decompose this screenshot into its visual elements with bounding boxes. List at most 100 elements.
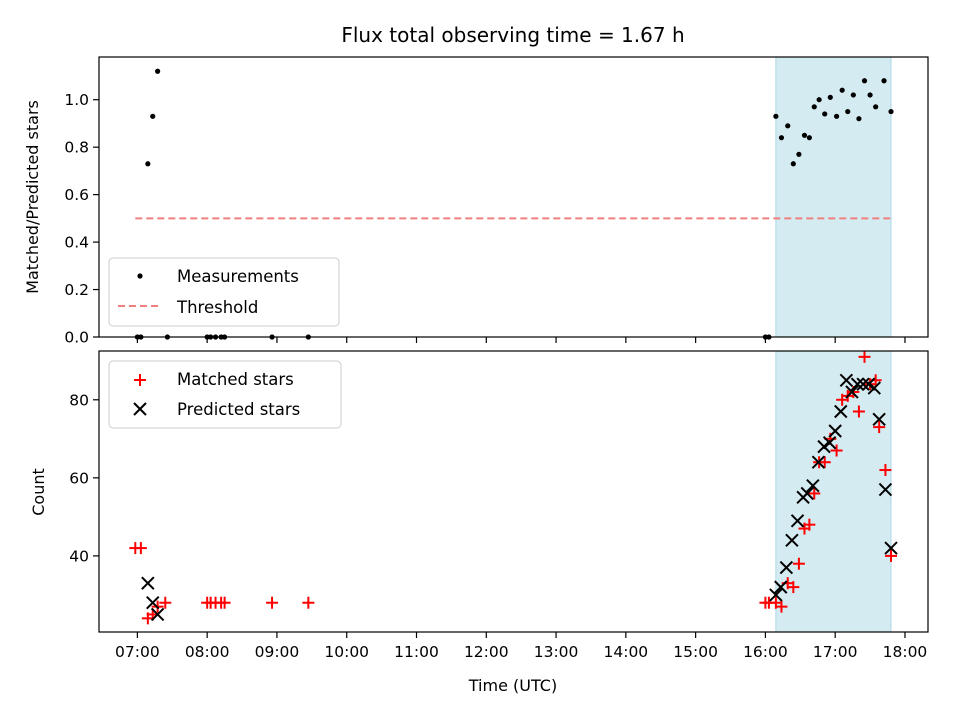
top-shaded-region xyxy=(775,56,892,338)
matched-star-point xyxy=(873,421,886,434)
predicted-star-point xyxy=(856,377,870,391)
predicted-star-point xyxy=(878,482,893,497)
predicted-star-point xyxy=(828,424,842,438)
matched-star-point xyxy=(818,456,831,469)
top-x-ticks xyxy=(136,337,906,343)
legend-marker-measurements xyxy=(137,273,143,279)
matched-star-point xyxy=(808,487,821,500)
matched-star-point xyxy=(159,596,172,609)
predicted-star-point xyxy=(146,596,160,610)
predicted-star-point xyxy=(850,377,865,391)
matched-star-point xyxy=(792,557,805,570)
measurement-point xyxy=(778,135,785,141)
predicted-star-point xyxy=(790,514,805,528)
bottom-legend: Matched stars Predicted stars xyxy=(108,360,342,429)
measurement-point xyxy=(867,92,873,98)
x-tick-label: 11:00 xyxy=(394,643,439,661)
measurement-point xyxy=(833,113,840,119)
x-tick-label: 10:00 xyxy=(324,643,369,661)
measurement-point xyxy=(839,87,845,93)
predicted-star-point xyxy=(811,455,826,469)
legend-label-measurements: Measurements xyxy=(177,267,299,286)
measurement-point xyxy=(822,111,828,117)
matched-star-point xyxy=(858,350,871,363)
predicted-star-point xyxy=(774,580,788,594)
measurement-point xyxy=(801,132,808,138)
legend-marker-predicted-stars xyxy=(133,402,147,416)
measurement-point xyxy=(873,104,879,110)
y-tick-label: 1.0 xyxy=(64,91,89,109)
measurement-point xyxy=(796,151,802,157)
matched-star-point xyxy=(879,464,892,477)
bottom-points xyxy=(129,350,898,625)
measurement-point xyxy=(155,68,161,74)
y-tick-label: 0.6 xyxy=(64,186,89,204)
predicted-star-point xyxy=(817,439,831,454)
top-axes-frame xyxy=(98,56,929,338)
predicted-star-point xyxy=(839,373,854,387)
matched-star-point xyxy=(885,549,898,562)
matched-star-point xyxy=(830,444,843,457)
chart-title: Flux total observing time = 1.67 h xyxy=(341,23,684,47)
x-tick-label: 17:00 xyxy=(813,643,858,661)
predicted-star-point xyxy=(822,436,837,450)
predicted-star-point xyxy=(779,560,794,575)
matched-star-point xyxy=(775,600,788,613)
bottom-shaded-region xyxy=(775,350,892,633)
x-tick-label: 16:00 xyxy=(743,643,788,661)
bottom-axes-frame xyxy=(98,350,929,633)
predicted-star-point xyxy=(834,404,848,419)
bottom-y-axis-label: Count xyxy=(29,468,48,516)
bottom-x-axis: 07:00 08:00 09:00 10:00 11:00 12:00 13:00 14:00… xyxy=(115,632,927,661)
measurement-point xyxy=(827,94,833,100)
predicted-star-point xyxy=(845,385,859,399)
measurement-point xyxy=(856,116,862,122)
legend-marker-matched-stars xyxy=(134,374,146,386)
y-tick-label: 0.4 xyxy=(64,234,89,252)
predicted-star-point xyxy=(806,478,820,493)
legend-label-matched-stars: Matched stars xyxy=(177,370,294,389)
y-tick-label: 0.2 xyxy=(64,281,89,299)
x-tick-label: 09:00 xyxy=(255,643,300,661)
x-tick-label: 07:00 xyxy=(115,643,160,661)
bottom-y-axis: 40 60 80 xyxy=(69,391,99,565)
legend-label-predicted-stars: Predicted stars xyxy=(177,400,300,419)
predicted-star-point xyxy=(785,533,799,547)
measurement-point xyxy=(806,135,812,141)
predicted-star-point xyxy=(150,607,165,622)
measurement-point xyxy=(790,161,796,167)
measurement-point xyxy=(816,97,822,103)
bottom-legend-box xyxy=(108,360,342,429)
measurement-point xyxy=(881,78,887,84)
measurement-point xyxy=(785,123,791,129)
y-tick-label: 60 xyxy=(69,469,89,487)
matched-star-point xyxy=(787,581,800,594)
matched-star-point xyxy=(302,596,315,609)
measurement-point xyxy=(773,113,779,119)
top-y-axis-label: Matched/Predicted stars xyxy=(23,100,42,294)
matched-star-point xyxy=(852,405,865,418)
predicted-star-point xyxy=(141,576,155,590)
x-axis-label: Time (UTC) xyxy=(468,676,557,695)
top-legend: Measurements Threshold xyxy=(108,257,340,327)
matched-star-point xyxy=(803,518,816,531)
measurement-point xyxy=(145,161,151,167)
matched-star-point xyxy=(218,596,231,609)
measurement-point xyxy=(850,92,856,98)
predicted-star-point xyxy=(769,588,783,602)
y-tick-label: 0.8 xyxy=(64,139,89,157)
predicted-star-point xyxy=(861,377,876,391)
x-tick-label: 15:00 xyxy=(673,643,718,661)
measurement-point xyxy=(811,104,817,110)
measurement-point xyxy=(888,108,894,115)
bottom-panel: 40 60 80 07:00 08:00 09:00 10:00 11:00 12:00 13:… xyxy=(29,350,929,695)
measurement-point xyxy=(150,113,156,119)
matched-star-point xyxy=(134,542,147,555)
x-tick-label: 18:00 xyxy=(883,643,928,661)
predicted-star-point xyxy=(800,486,814,501)
x-tick-label: 08:00 xyxy=(185,643,230,661)
y-tick-label: 0.0 xyxy=(64,329,89,347)
top-y-axis: 0.0 0.2 0.4 0.6 0.8 1.0 xyxy=(64,91,99,347)
top-panel: 0.0 0.2 0.4 0.6 0.8 1.0 Matched/Predicted sta… xyxy=(23,56,929,347)
